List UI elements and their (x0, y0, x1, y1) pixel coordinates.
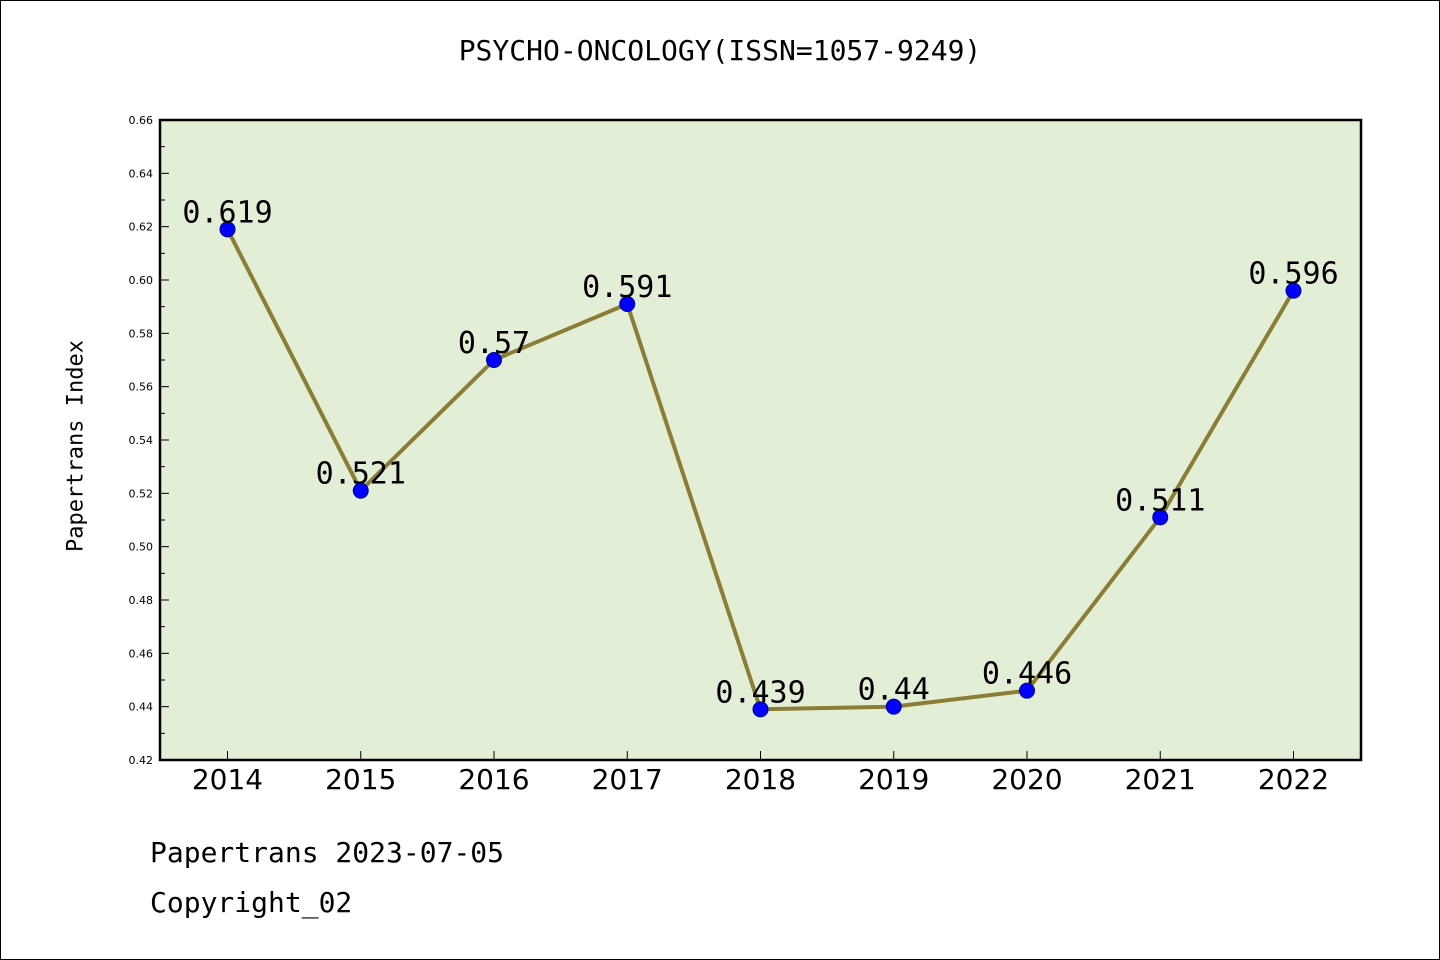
data-label: 0.596 (1248, 257, 1338, 292)
y-tick-label: 0.60 (129, 274, 154, 287)
data-point (352, 482, 369, 499)
data-point (885, 698, 902, 715)
data-label: 0.591 (582, 270, 672, 305)
plot-area (160, 120, 1361, 760)
y-tick-label: 0.42 (129, 754, 154, 767)
data-point (1019, 682, 1035, 699)
data-label: 0.439 (715, 675, 805, 710)
y-tick-label: 0.64 (129, 167, 154, 180)
y-tick-label: 0.44 (129, 701, 154, 714)
data-label: 0.619 (182, 195, 272, 230)
data-point (752, 701, 769, 718)
x-tick-label: 2019 (858, 763, 929, 796)
x-tick-label: 2018 (725, 763, 796, 796)
footer-date: Papertrans 2023-07-05 (150, 836, 505, 869)
data-label: 0.521 (316, 457, 406, 492)
y-tick-label: 0.46 (129, 647, 154, 660)
x-tick-label: 2017 (592, 763, 663, 796)
x-tick-label: 2015 (325, 763, 396, 796)
y-tick-label: 0.62 (129, 221, 154, 234)
data-label: 0.446 (982, 657, 1072, 692)
y-tick-label: 0.54 (129, 434, 154, 447)
data-label: 0.511 (1115, 483, 1205, 518)
data-point (1152, 509, 1169, 526)
data-point (486, 352, 502, 368)
x-tick-label: 2021 (1125, 763, 1196, 796)
y-tick-label: 0.50 (129, 541, 154, 554)
plot-border (158, 118, 1363, 762)
data-label: 0.44 (858, 673, 930, 708)
data-label: 0.57 (458, 326, 530, 361)
y-tick-label: 0.58 (129, 327, 154, 340)
y-tick-label: 0.48 (129, 594, 154, 607)
footer-copyright: Copyright_02 (150, 886, 353, 919)
data-point (219, 221, 236, 238)
x-tick-label: 2020 (991, 763, 1062, 796)
y-tick-label: 0.52 (129, 487, 154, 500)
data-point (619, 296, 636, 312)
y-tick-label: 0.66 (129, 114, 154, 127)
x-tick-label: 2014 (192, 763, 263, 796)
x-tick-label: 2016 (458, 763, 529, 796)
chart-title: PSYCHO-ONCOLOGY(ISSN=1057-9249) (458, 34, 982, 67)
x-tick-label: 2022 (1258, 763, 1329, 796)
data-point (1285, 282, 1302, 299)
y-tick-label: 0.56 (129, 381, 154, 394)
